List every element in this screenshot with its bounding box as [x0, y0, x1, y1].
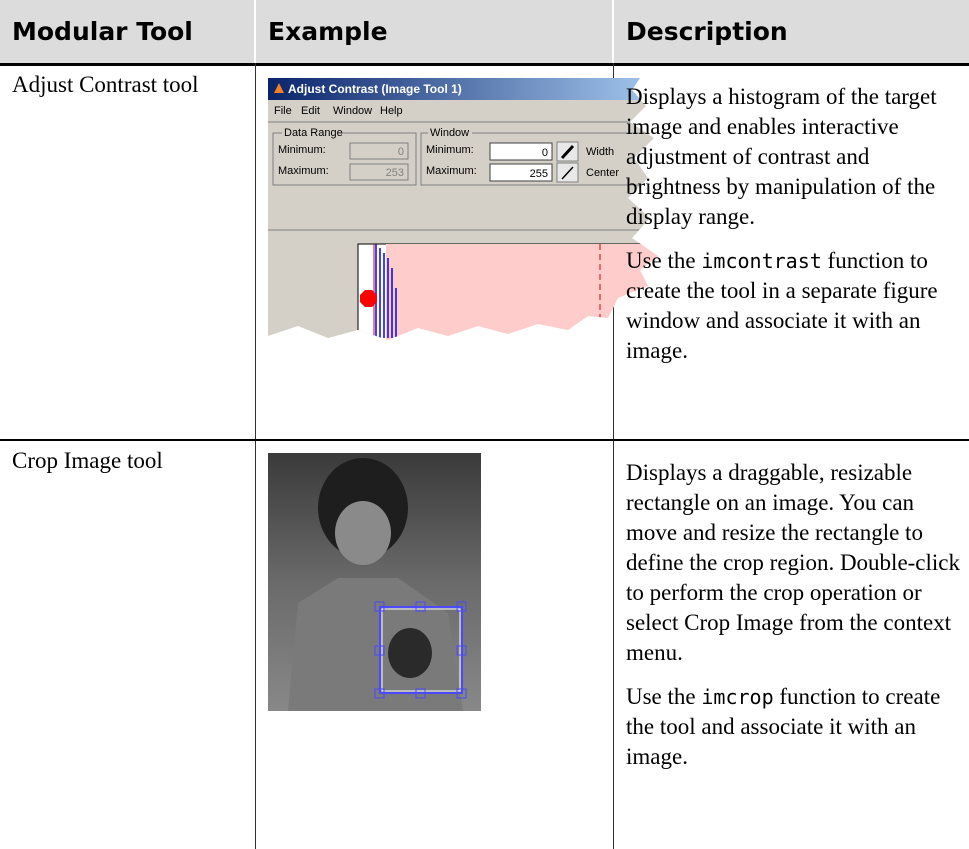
field-value: 253	[386, 167, 404, 179]
paragraph: Displays a histogram of the target image…	[626, 82, 966, 232]
text: function to create the tool in a separat…	[626, 248, 938, 363]
description: Displays a histogram of the target image…	[626, 82, 966, 380]
header-cell: Example	[256, 0, 612, 63]
description: Displays a draggable, resizable rectangl…	[626, 458, 966, 786]
column-rule	[613, 63, 614, 849]
tool-name: Crop Image tool	[12, 448, 163, 473]
adjust-contrast-screenshot: Adjust Contrast (Image Tool 1) File Edit…	[268, 78, 658, 340]
header-rule	[0, 63, 969, 66]
group-label: Window	[430, 127, 469, 139]
field-label: Width	[586, 146, 614, 158]
text: function to create the tool and associat…	[626, 684, 941, 769]
field-label: Maximum:	[426, 165, 477, 177]
window-title: Adjust Contrast (Image Tool 1)	[288, 82, 462, 96]
group-label: Data Range	[284, 127, 343, 139]
field-value: 0	[542, 147, 548, 159]
menu-item: File	[274, 105, 292, 117]
field-label: Minimum:	[278, 144, 326, 156]
header-cell: Modular Tool	[0, 0, 254, 63]
text: Use the	[626, 684, 702, 709]
text: Displays a draggable, resizable rectangl…	[626, 460, 961, 665]
tool-name: Adjust Contrast tool	[12, 72, 199, 97]
paragraph: Use the imcrop function to create the to…	[626, 682, 966, 772]
row-rule	[0, 439, 969, 441]
field-label: Minimum:	[426, 144, 474, 156]
paragraph: Use the imcontrast function to create th…	[626, 246, 966, 366]
text: Use the	[626, 248, 702, 273]
column-rule	[255, 63, 256, 849]
code: imcontrast	[701, 249, 822, 273]
text: Displays a histogram of the target image…	[626, 84, 937, 229]
code: imcrop	[701, 685, 774, 709]
crop-image-example	[268, 453, 481, 711]
field-value: 0	[398, 146, 404, 158]
paragraph: Displays a draggable, resizable rectangl…	[626, 458, 966, 668]
menu-item: Edit	[301, 105, 320, 117]
menu-item: Window	[333, 105, 372, 117]
field-label: Center	[586, 167, 619, 179]
header-cell: Description	[614, 0, 969, 63]
field-value: 255	[530, 168, 548, 180]
menu-item: Help	[380, 105, 403, 117]
field-label: Maximum:	[278, 165, 329, 177]
